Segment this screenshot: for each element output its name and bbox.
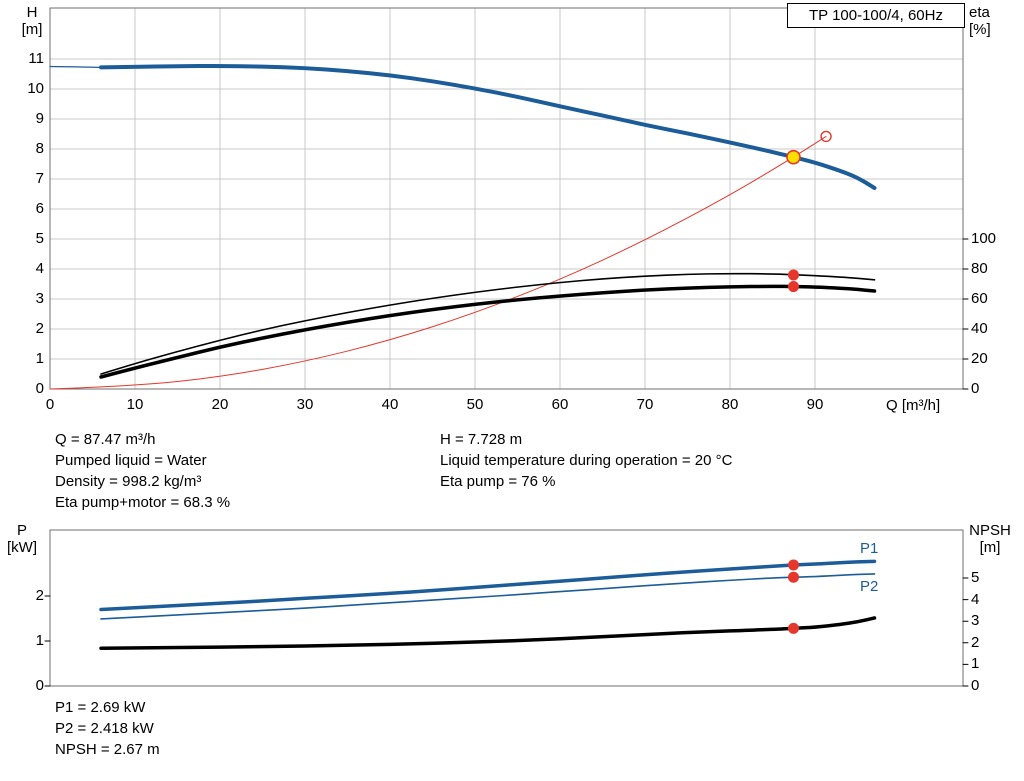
bottom-left-tick-label: 2 <box>35 587 44 604</box>
top-x-tick-label: 20 <box>211 396 229 413</box>
bottom-right-tick-label: 1 <box>971 655 980 673</box>
eta-axis-title: eta [%] <box>969 4 1019 38</box>
h-axis-title-line2: [m] <box>21 21 43 38</box>
top-left-tick-label: 8 <box>35 140 44 157</box>
power-readout: P1 = 2.69 kW P2 = 2.418 kW NPSH = 2.67 m <box>55 697 160 760</box>
p-axis-title-line1: P <box>16 522 27 539</box>
readout-pumped-liquid: Pumped liquid = Water <box>55 452 207 469</box>
p2-curve-label: P2 <box>860 578 879 595</box>
top-left-tick-label: 7 <box>35 170 44 187</box>
top-left-tick-label: 5 <box>35 230 44 247</box>
duty-readout-right: H = 7.728 m Liquid temperature during op… <box>440 429 732 492</box>
top-x-tick-label: 30 <box>296 396 314 413</box>
bottom-right-tick-label: 3 <box>971 612 980 630</box>
h-axis-title: H [m] <box>12 4 52 38</box>
p-axis-title-line2: [kW] <box>7 539 37 556</box>
top-right-tick-label: 80 <box>971 260 988 277</box>
top-left-tick-label: 6 <box>35 200 44 217</box>
eta-axis-title-line2: [%] <box>969 21 991 38</box>
top-x-tick-label: 10 <box>126 396 144 413</box>
top-right-tick-label: 20 <box>971 350 988 367</box>
readout-density: Density = 998.2 kg/m³ <box>55 473 202 490</box>
bottom-right-tick-label: 0 <box>971 677 980 694</box>
pump-type-title-box: TP 100-100/4, 60Hz <box>787 3 965 28</box>
npsh-axis-title: NPSH [m] <box>962 522 1018 556</box>
p-axis-title: P [kW] <box>2 522 42 556</box>
top-x-tick-label: 80 <box>721 396 739 413</box>
bottom-left-tick-label: 1 <box>35 632 44 649</box>
h-axis-title-line1: H <box>26 4 38 21</box>
top-right-tick-label: 40 <box>971 320 988 337</box>
bottom-left-tick-label: 0 <box>35 677 44 694</box>
top-left-tick-label: 9 <box>35 110 44 127</box>
readout-eta-pump: Eta pump = 76 % <box>440 473 556 490</box>
top-x-tick-label: 60 <box>551 396 569 413</box>
top-x-tick-label: 70 <box>636 396 654 413</box>
top-left-tick-label: 10 <box>27 80 44 97</box>
top-left-tick-label: 1 <box>35 350 44 367</box>
readout-liquid-temperature: Liquid temperature during operation = 20… <box>440 452 733 469</box>
readout-p1: P1 = 2.69 kW <box>55 699 146 716</box>
eta-axis-title-line1: eta <box>969 4 990 21</box>
bottom-right-tick-label: 2 <box>971 633 980 651</box>
top-right-tick-label: 100 <box>971 230 997 247</box>
top-x-tick-label: 40 <box>381 396 399 413</box>
bottom-right-tick-label: 4 <box>971 590 980 608</box>
readout-npsh: NPSH = 2.67 m <box>55 741 160 758</box>
top-x-tick-label: 50 <box>466 396 484 413</box>
readout-q: Q = 87.47 m³/h <box>55 431 156 448</box>
top-right-tick-label: 60 <box>971 290 988 307</box>
duty-readout-left: Q = 87.47 m³/h Pumped liquid = Water Den… <box>55 429 230 513</box>
readout-h: H = 7.728 m <box>440 431 523 448</box>
top-left-tick-label: 0 <box>35 380 44 397</box>
top-x-tick-label: 0 <box>45 396 55 413</box>
top-left-tick-label: 4 <box>35 260 44 277</box>
bottom-right-tick-label: 5 <box>971 569 980 586</box>
readout-eta-pump-motor: Eta pump+motor = 68.3 % <box>55 494 231 511</box>
top-x-tick-label: 90 <box>806 396 824 413</box>
top-left-tick-label: 11 <box>28 50 44 67</box>
npsh-axis-title-line2: [m] <box>979 539 1001 556</box>
readout-p2: P2 = 2.418 kW <box>55 720 154 737</box>
p1-curve-label: P1 <box>860 540 879 557</box>
top-right-tick-label: 0 <box>971 380 980 397</box>
npsh-axis-title-line1: NPSH <box>969 522 1011 539</box>
q-axis-label: Q [m³/h] <box>886 397 941 414</box>
top-left-tick-label: 2 <box>35 320 44 337</box>
top-left-tick-label: 3 <box>35 290 44 307</box>
